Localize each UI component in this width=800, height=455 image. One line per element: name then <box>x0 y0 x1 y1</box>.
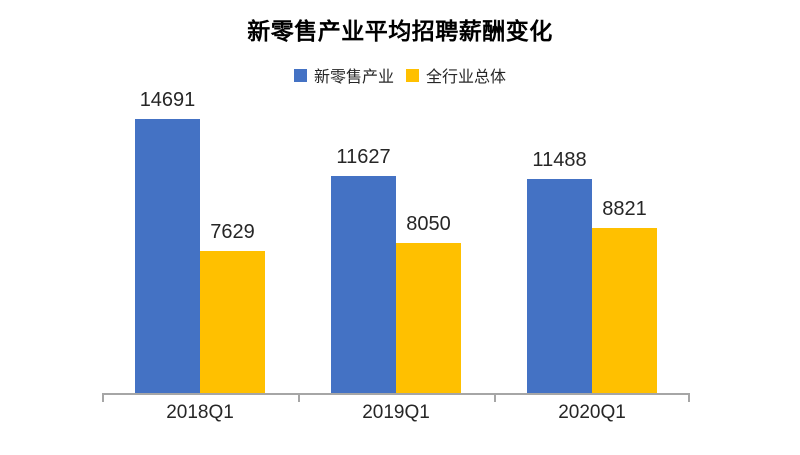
bar-value-label-all-industry-2019Q1: 8050 <box>406 213 451 235</box>
bar-new-retail-2019Q1 <box>331 176 396 393</box>
bar-all-industry-2020Q1 <box>592 228 657 393</box>
bar-value-label-new-retail-2018Q1: 14691 <box>139 89 196 111</box>
bar-new-retail-2018Q1 <box>135 119 200 393</box>
plot-area: 14691 7629 11627 8050 11488 8821 <box>102 89 690 402</box>
bar-value-label-all-industry-2020Q1: 8821 <box>602 198 647 220</box>
bar-all-industry-2019Q1 <box>396 243 461 393</box>
x-axis-label-2019Q1: 2019Q1 <box>362 402 430 423</box>
x-axis-label-2020Q1: 2020Q1 <box>558 402 626 423</box>
x-axis-labels: 2018Q1 2019Q1 2020Q1 <box>102 402 690 428</box>
x-axis-tick <box>298 395 300 402</box>
legend: 新零售产业 全行业总体 <box>0 63 800 87</box>
legend-item-new-retail: 新零售产业 <box>293 63 394 87</box>
x-axis-tick <box>102 395 104 402</box>
x-axis-label-2018Q1: 2018Q1 <box>166 402 234 423</box>
bar-value-label-new-retail-2020Q1: 11488 <box>532 149 587 171</box>
bar-value-label-all-industry-2018Q1: 7629 <box>210 221 255 243</box>
legend-label-all-industry: 全行业总体 <box>426 69 507 86</box>
chart-title: 新零售产业平均招聘薪酬变化 <box>247 18 553 44</box>
x-axis-tick <box>494 395 496 402</box>
legend-item-all-industry: 全行业总体 <box>406 63 506 87</box>
legend-label-new-retail: 新零售产业 <box>313 69 394 86</box>
legend-swatch-new-retail <box>293 68 307 82</box>
bar-all-industry-2018Q1 <box>200 251 265 393</box>
x-axis-line <box>102 393 690 402</box>
x-axis-tick <box>688 395 690 402</box>
bar-new-retail-2020Q1 <box>527 179 592 393</box>
legend-swatch-all-industry <box>406 68 419 82</box>
bar-value-label-new-retail-2019Q1: 11627 <box>336 146 391 168</box>
